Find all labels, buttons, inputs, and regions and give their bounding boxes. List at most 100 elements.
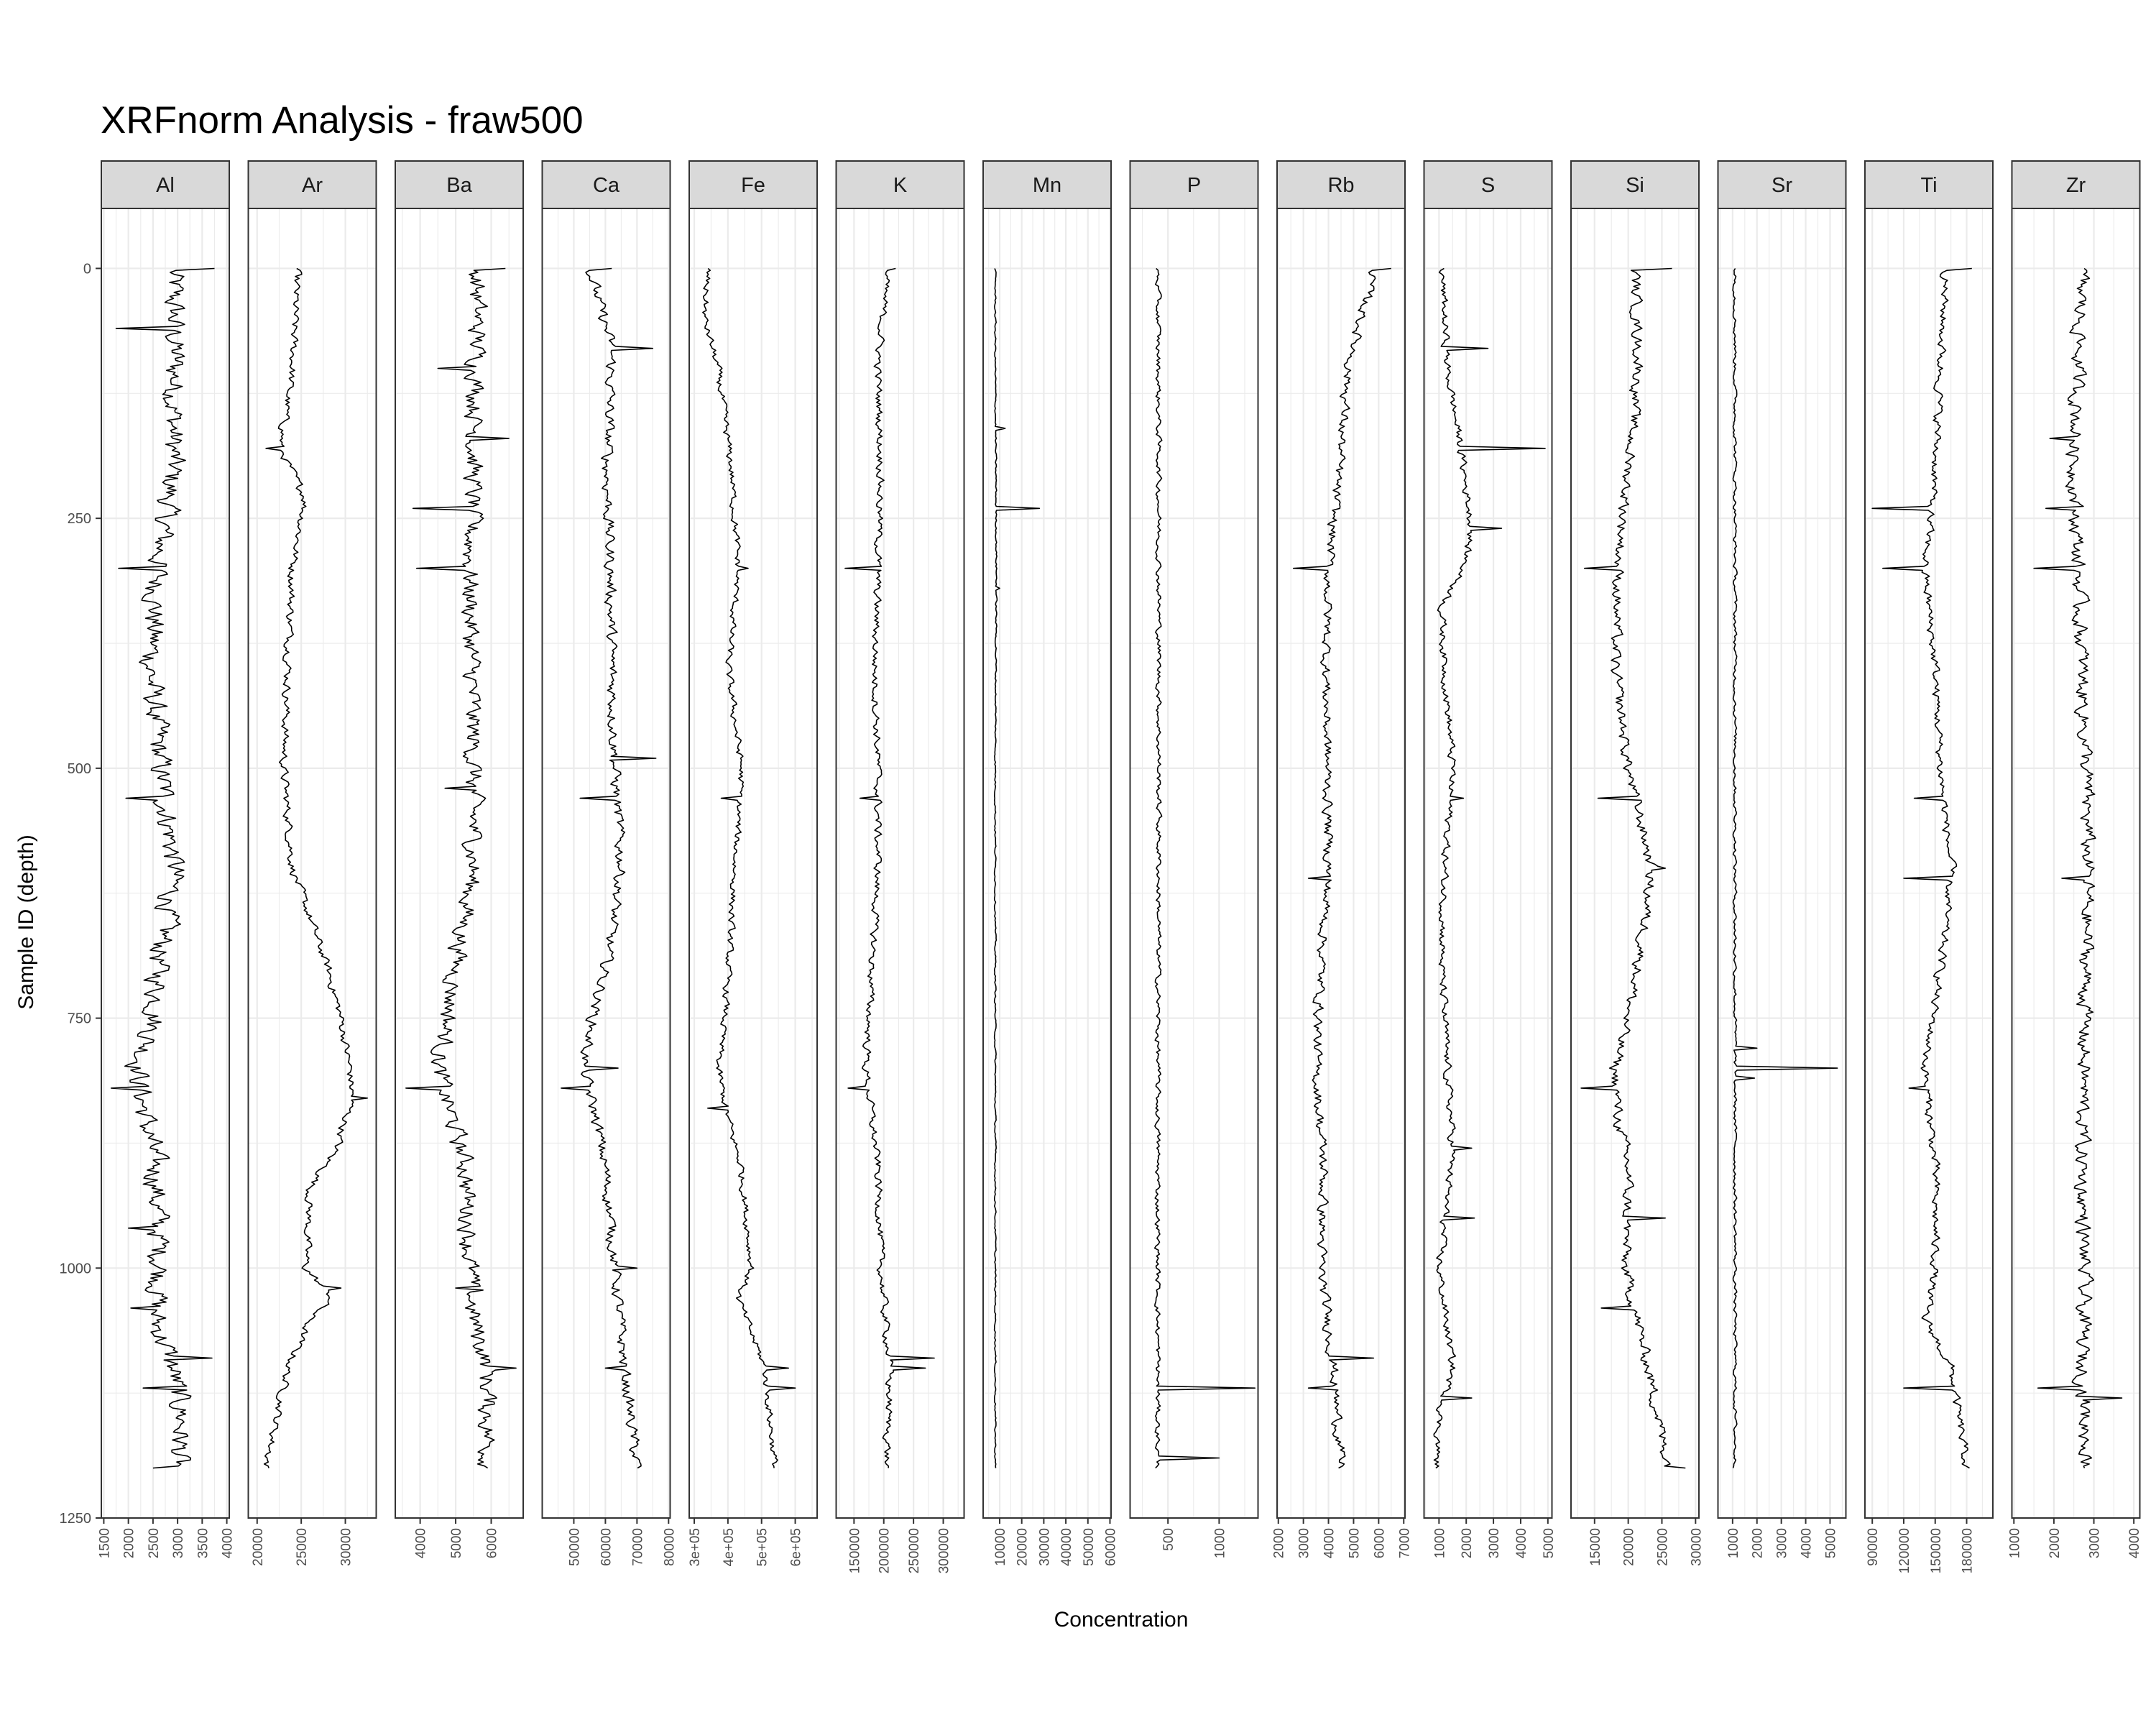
series-line-k — [844, 267, 935, 1468]
x-tick-label: 10000 — [993, 1528, 1008, 1566]
panel-background — [2012, 208, 2140, 1518]
panel-background — [1424, 208, 1552, 1518]
panel-border — [541, 208, 671, 1519]
facet-strip — [1129, 160, 1259, 209]
facet-strip-label: Zr — [2066, 174, 2086, 197]
x-tick-label: 3000 — [1297, 1528, 1312, 1558]
x-tick-label: 500 — [1161, 1528, 1176, 1551]
series-line-mn — [993, 268, 1041, 1468]
facet-strip — [1717, 160, 1847, 209]
panel-background — [836, 208, 964, 1518]
y-tick-label: 1250 — [60, 1511, 92, 1527]
series-line-ba — [405, 267, 517, 1469]
x-tick-label: 20000 — [1015, 1528, 1031, 1566]
facet-strip — [1276, 160, 1406, 209]
facet-strip-label: K — [893, 174, 908, 197]
x-tick-label: 200000 — [877, 1528, 893, 1573]
facet-strip — [395, 160, 524, 209]
y-tick-label: 500 — [68, 761, 91, 777]
x-tick-label: 4000 — [221, 1528, 236, 1558]
facet-strip — [982, 160, 1112, 209]
x-tick-label: 25000 — [295, 1528, 310, 1566]
x-tick-label: 2000 — [122, 1528, 137, 1558]
facet-ti: Ti 90000 120000 150000 180000 — [1864, 160, 1994, 1573]
x-tick-label: 2000 — [1460, 1528, 1475, 1558]
panel-border — [688, 208, 818, 1519]
series-line-rb — [1292, 267, 1391, 1469]
x-tick-label: 4000 — [2127, 1528, 2142, 1558]
x-tick-label: 3000 — [2088, 1528, 2103, 1558]
series-line-al — [110, 267, 215, 1469]
facet-strip-label: Ti — [1920, 174, 1937, 197]
facet-strip — [247, 160, 377, 209]
panel-border — [1129, 208, 1259, 1519]
x-tick-label: 3000 — [171, 1528, 186, 1558]
panel-background — [689, 208, 817, 1518]
facet-strip-label: Mn — [1033, 174, 1061, 197]
x-tick-label: 5000 — [449, 1528, 464, 1558]
panel-background — [983, 208, 1111, 1518]
x-tick-label: 20000 — [1622, 1528, 1637, 1566]
x-tick-label: 4000 — [1800, 1528, 1815, 1558]
facet-ba: Ba 4000 5000 6000 — [395, 160, 524, 1558]
x-tick-label: 4000 — [1322, 1528, 1337, 1558]
panel-background — [1130, 208, 1258, 1518]
facet-ar: Ar 20000 25000 30000 — [247, 160, 377, 1566]
y-tick-label: 0 — [83, 261, 91, 277]
y-tick-label: 250 — [68, 511, 91, 527]
facet-strip — [835, 160, 965, 209]
facet-p: P 500 1000 — [1129, 160, 1259, 1558]
facet-rb: Rb 2000 3000 4000 5000 6000 7000 — [1272, 160, 1412, 1558]
series-line-ca — [561, 267, 657, 1469]
x-tick-label: 20000 — [251, 1528, 266, 1566]
panel-border — [1423, 208, 1553, 1519]
x-tick-label: 30000 — [339, 1528, 354, 1566]
series-line-fe — [702, 267, 796, 1468]
series-line-sr — [1732, 268, 1838, 1468]
panel-border — [1570, 208, 1700, 1519]
x-tick-label: 300000 — [937, 1528, 952, 1573]
panel-border — [1276, 208, 1406, 1519]
facet-strip-label: Fe — [741, 174, 765, 197]
panel-border — [982, 208, 1112, 1519]
x-tick-label: 40000 — [1059, 1528, 1074, 1566]
x-tick-label: 30000 — [1689, 1528, 1704, 1566]
facet-strip-label: Ar — [302, 174, 323, 197]
x-tick-label: 30000 — [1037, 1528, 1052, 1566]
facet-strip — [1570, 160, 1700, 209]
x-tick-label: 7000 — [1397, 1528, 1412, 1558]
x-tick-label: 3000 — [1775, 1528, 1790, 1558]
y-tick-label: 1000 — [60, 1261, 92, 1276]
x-tick-label: 2000 — [2047, 1528, 2063, 1558]
series-line-p — [1153, 267, 1256, 1469]
panel-border — [395, 208, 524, 1519]
x-tick-label: 180000 — [1961, 1528, 1976, 1573]
series-line-zr — [2033, 267, 2123, 1468]
facet-strip — [1423, 160, 1553, 209]
x-tick-label: 1000 — [2007, 1528, 2022, 1558]
facet-si: Si 15000 20000 25000 30000 — [1570, 160, 1704, 1566]
facet-k: K 150000 200000 250000 300000 — [835, 160, 965, 1573]
x-tick-label: 6000 — [485, 1528, 500, 1558]
facet-al: Al 1500 2000 2500 3000 3500 4000 — [97, 160, 236, 1558]
x-tick-label: 50000 — [1082, 1528, 1097, 1566]
series-line-si — [1580, 267, 1686, 1469]
facet-mn: Mn 10000 20000 30000 40000 50000 60000 — [982, 160, 1118, 1566]
x-axis-label: Concentration — [1054, 1608, 1189, 1632]
x-tick-label: 60000 — [1103, 1528, 1118, 1566]
panel-background — [248, 208, 377, 1518]
panel-border — [835, 208, 965, 1519]
x-tick-label: 1000 — [1212, 1528, 1227, 1558]
x-tick-label: 1000 — [1432, 1528, 1447, 1558]
facet-strip-label: Rb — [1327, 174, 1354, 197]
facet-strip-label: S — [1481, 174, 1495, 197]
x-tick-label: 5000 — [1542, 1528, 1557, 1558]
x-tick-label: 3e+05 — [688, 1528, 703, 1566]
panel-border — [1864, 208, 1994, 1519]
facet-strip — [1864, 160, 1994, 209]
panel-border — [2011, 208, 2141, 1519]
x-tick-label: 5000 — [1823, 1528, 1838, 1558]
x-tick-label: 4000 — [414, 1528, 429, 1558]
x-tick-label: 6000 — [1372, 1528, 1387, 1558]
